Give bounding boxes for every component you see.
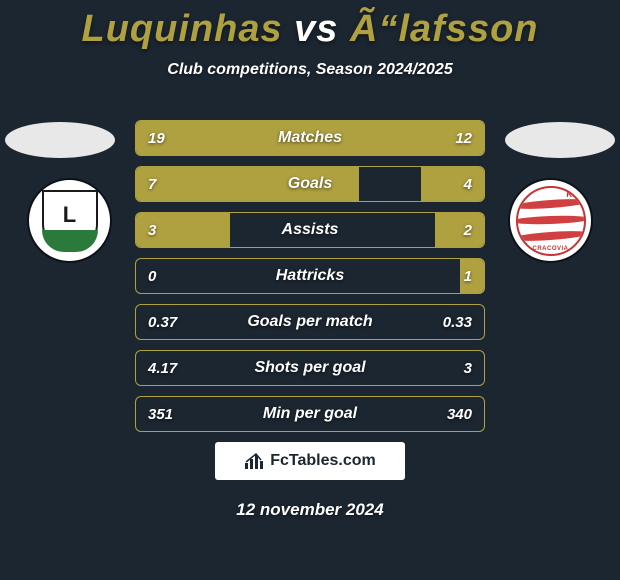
stat-value-right: 3 xyxy=(464,360,472,377)
bar-chart-icon xyxy=(244,453,264,469)
stat-value-right: 1 xyxy=(464,268,472,285)
vs-separator: vs xyxy=(294,8,338,50)
stat-value-right: 2 xyxy=(464,222,472,239)
comparison-title: Luquinhas vs Ã“lafsson xyxy=(0,0,620,51)
player2-photo-placeholder xyxy=(505,122,615,158)
stat-row: 7Goals4 xyxy=(135,166,485,202)
stat-label: Min per goal xyxy=(136,405,484,423)
stat-row: 4.17Shots per goal3 xyxy=(135,350,485,386)
player1-photo-placeholder xyxy=(5,122,115,158)
stat-value-right: 12 xyxy=(455,130,472,147)
stat-label: Goals xyxy=(136,175,484,193)
branding-text: FcTables.com xyxy=(270,452,376,470)
cracovia-crest: KS CRACOVIA xyxy=(516,186,586,256)
club-badge-right: KS CRACOVIA xyxy=(508,178,593,263)
stat-label: Hattricks xyxy=(136,267,484,285)
stat-label: Assists xyxy=(136,221,484,239)
stat-label: Matches xyxy=(136,129,484,147)
branding-badge[interactable]: FcTables.com xyxy=(215,442,405,480)
player2-name: Ã“lafsson xyxy=(350,8,538,50)
stat-label: Goals per match xyxy=(136,313,484,331)
stat-value-right: 340 xyxy=(447,406,472,423)
stat-row: 3Assists2 xyxy=(135,212,485,248)
stat-row: 0.37Goals per match0.33 xyxy=(135,304,485,340)
club-badge-left xyxy=(27,178,112,263)
stat-value-right: 4 xyxy=(464,176,472,193)
stat-value-right: 0.33 xyxy=(443,314,472,331)
stats-container: 19Matches127Goals43Assists20Hattricks10.… xyxy=(135,120,485,442)
stat-row: 0Hattricks1 xyxy=(135,258,485,294)
stat-row: 19Matches12 xyxy=(135,120,485,156)
stat-label: Shots per goal xyxy=(136,359,484,377)
subtitle: Club competitions, Season 2024/2025 xyxy=(0,61,620,79)
date-label: 12 november 2024 xyxy=(0,500,620,520)
stat-row: 351Min per goal340 xyxy=(135,396,485,432)
legia-crest xyxy=(42,190,98,252)
player1-name: Luquinhas xyxy=(82,8,283,50)
